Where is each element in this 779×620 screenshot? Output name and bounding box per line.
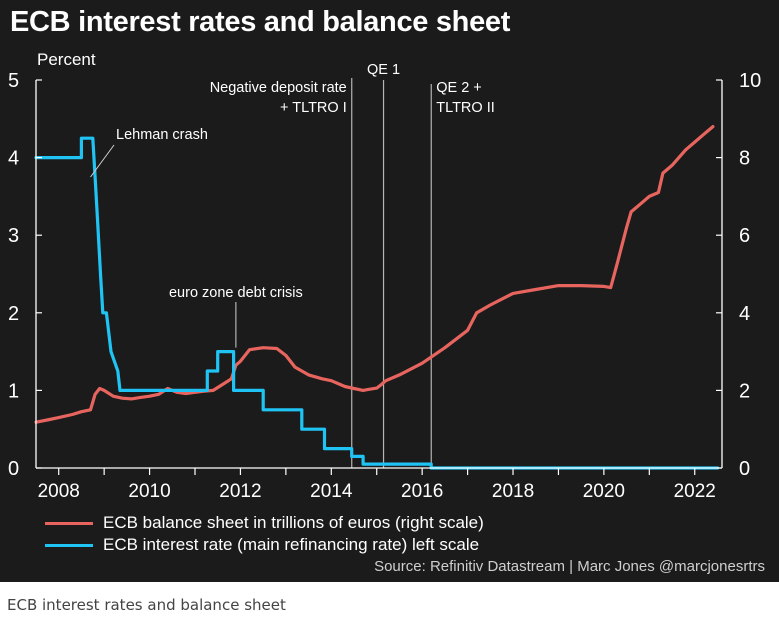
chart-title: ECB interest rates and balance sheet [10, 6, 511, 38]
chart-plot: Negative deposit rate + TLTRO I QE 1 QE 2 +… [8, 62, 761, 502]
chart-panel: ECB interest rates and balance sheet Per… [0, 0, 779, 582]
left-tick-label-3: 3 [8, 225, 19, 247]
right-tick-label-5: 10 [739, 70, 761, 92]
annotations: Lehman crash euro zone debt crisis [90, 127, 303, 348]
legend-item-interest-rate: ECB interest rate (main refinancing rate… [45, 535, 479, 555]
left-tick-label-4: 4 [8, 148, 19, 170]
axes: 0 1 2 3 4 5 0 2 4 6 8 10 2008 2010 2012 2014 2016 2018 202… [8, 70, 761, 502]
x-tick-label-1: 2010 [128, 481, 170, 502]
event-label-1-0: QE 1 [367, 62, 400, 78]
series-line-1 [34, 136, 720, 470]
lehman-annotation: Lehman crash [116, 127, 208, 143]
x-tick-label-5: 2018 [492, 481, 534, 502]
event-label-0-1: + TLTRO I [280, 100, 347, 116]
right-tick-label-0: 0 [739, 458, 750, 480]
legend-item-balance-sheet: ECB balance sheet in trillions of euros … [45, 513, 484, 533]
x-tick-label-3: 2014 [310, 481, 353, 502]
legend-swatch-interest-rate [45, 543, 93, 547]
left-tick-label-0: 0 [8, 458, 19, 480]
left-tick-label-2: 2 [8, 303, 19, 325]
lehman-leader-line [90, 144, 115, 178]
right-tick-label-3: 6 [739, 225, 750, 247]
event-lines: Negative deposit rate + TLTRO I QE 1 QE 2 +… [210, 62, 495, 468]
event-label-2-1: TLTRO II [436, 100, 495, 116]
left-axis-unit-label: Percent [37, 50, 96, 69]
left-tick-label-1: 1 [8, 380, 19, 402]
event-label-0-0: Negative deposit rate [210, 80, 347, 96]
series-line-0 [34, 124, 715, 424]
x-tick-label-0: 2008 [38, 481, 80, 502]
debt-crisis-annotation: euro zone debt crisis [169, 285, 303, 301]
series-lines [34, 124, 720, 470]
x-tick-label-2: 2012 [219, 481, 261, 502]
right-tick-label-4: 8 [739, 148, 750, 170]
legend-label-balance-sheet: ECB balance sheet in trillions of euros … [103, 513, 484, 532]
left-tick-label-5: 5 [8, 70, 19, 92]
right-tick-label-1: 2 [739, 380, 750, 402]
x-tick-label-6: 2020 [583, 481, 625, 502]
x-tick-label-4: 2016 [401, 481, 443, 502]
event-label-2-0: QE 2 + [436, 80, 482, 96]
legend-swatch-balance-sheet [45, 521, 93, 525]
image-caption: ECB interest rates and balance sheet [7, 596, 286, 614]
x-tick-label-7: 2022 [674, 481, 716, 502]
right-tick-label-2: 4 [739, 303, 750, 325]
source-credit: Source: Refinitiv Datastream | Marc Jone… [374, 558, 765, 575]
legend-label-interest-rate: ECB interest rate (main refinancing rate… [103, 535, 480, 554]
